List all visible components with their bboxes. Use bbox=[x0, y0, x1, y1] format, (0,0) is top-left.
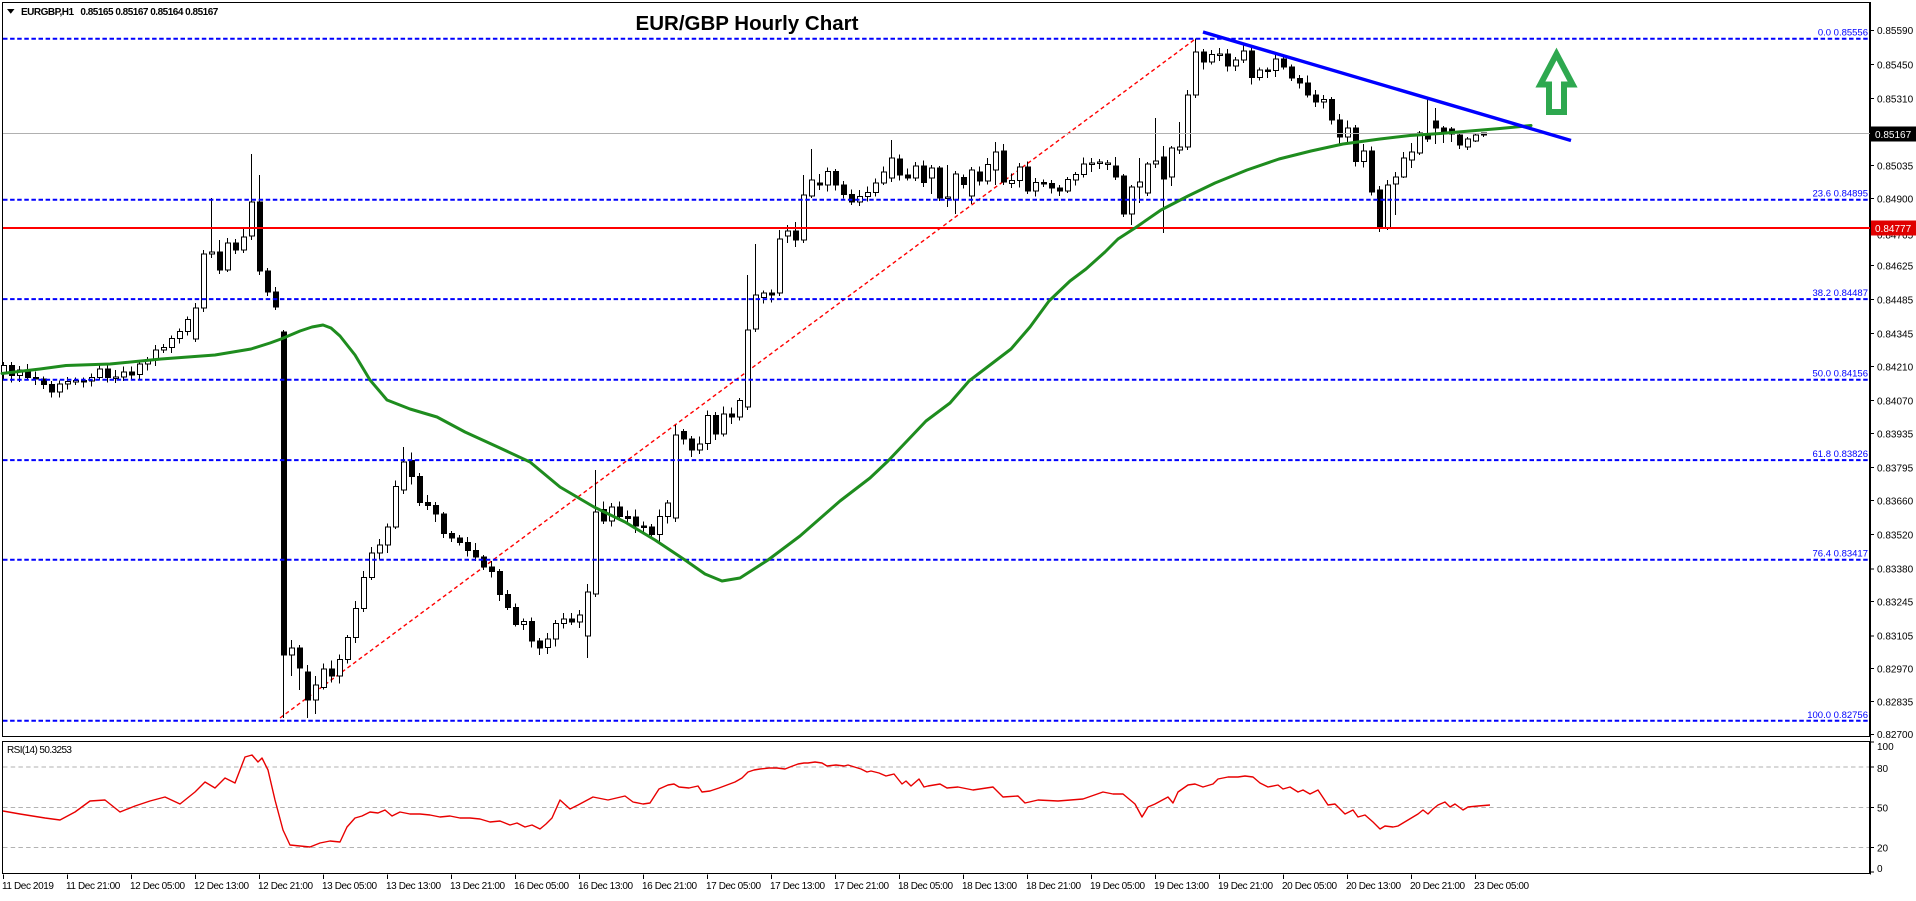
svg-text:0.84345: 0.84345 bbox=[1877, 330, 1914, 341]
svg-text:50: 50 bbox=[1877, 803, 1889, 814]
svg-text:0: 0 bbox=[1877, 864, 1883, 875]
svg-text:0.83245: 0.83245 bbox=[1877, 598, 1914, 609]
svg-text:0.84485: 0.84485 bbox=[1877, 295, 1914, 306]
svg-text:20: 20 bbox=[1877, 843, 1889, 854]
svg-text:76.4 0.83417: 76.4 0.83417 bbox=[1813, 549, 1868, 560]
svg-text:0.85310: 0.85310 bbox=[1877, 94, 1914, 105]
svg-text:23 Dec 05:00: 23 Dec 05:00 bbox=[1474, 881, 1530, 892]
svg-text:EURGBP,H1 0.85165 0.85167 0.: EURGBP,H1 0.85165 0.85167 0.85164 0.8516… bbox=[21, 7, 219, 18]
svg-text:13 Dec 05:00: 13 Dec 05:00 bbox=[322, 881, 378, 892]
svg-text:100: 100 bbox=[1877, 742, 1894, 753]
svg-text:0.82835: 0.82835 bbox=[1877, 697, 1914, 708]
svg-text:19 Dec 05:00: 19 Dec 05:00 bbox=[1090, 881, 1146, 892]
svg-text:20 Dec 13:00: 20 Dec 13:00 bbox=[1346, 881, 1402, 892]
svg-text:18 Dec 21:00: 18 Dec 21:00 bbox=[1026, 881, 1082, 892]
svg-text:0.83380: 0.83380 bbox=[1877, 565, 1914, 576]
svg-text:0.82700: 0.82700 bbox=[1877, 730, 1914, 741]
svg-text:18 Dec 13:00: 18 Dec 13:00 bbox=[962, 881, 1018, 892]
svg-text:11 Dec 2019: 11 Dec 2019 bbox=[2, 881, 54, 892]
svg-text:0.83520: 0.83520 bbox=[1877, 531, 1914, 542]
svg-text:23.6 0.84895: 23.6 0.84895 bbox=[1813, 189, 1868, 200]
svg-text:11 Dec 21:00: 11 Dec 21:00 bbox=[66, 881, 121, 892]
svg-text:61.8 0.83826: 61.8 0.83826 bbox=[1813, 449, 1868, 460]
svg-text:17 Dec 21:00: 17 Dec 21:00 bbox=[834, 881, 890, 892]
svg-text:16 Dec 13:00: 16 Dec 13:00 bbox=[578, 881, 634, 892]
svg-text:20 Dec 05:00: 20 Dec 05:00 bbox=[1282, 881, 1338, 892]
svg-text:0.85035: 0.85035 bbox=[1877, 161, 1914, 172]
svg-text:0.84210: 0.84210 bbox=[1877, 362, 1914, 373]
svg-text:16 Dec 05:00: 16 Dec 05:00 bbox=[514, 881, 570, 892]
svg-text:0.84070: 0.84070 bbox=[1877, 397, 1914, 408]
svg-text:13 Dec 13:00: 13 Dec 13:00 bbox=[386, 881, 442, 892]
svg-text:20 Dec 21:00: 20 Dec 21:00 bbox=[1410, 881, 1466, 892]
svg-text:13 Dec 21:00: 13 Dec 21:00 bbox=[450, 881, 506, 892]
svg-text:19 Dec 21:00: 19 Dec 21:00 bbox=[1218, 881, 1274, 892]
svg-text:RSI(14) 50.3253: RSI(14) 50.3253 bbox=[7, 745, 72, 756]
svg-text:17 Dec 13:00: 17 Dec 13:00 bbox=[770, 881, 826, 892]
svg-text:0.83105: 0.83105 bbox=[1877, 632, 1914, 643]
svg-text:12 Dec 21:00: 12 Dec 21:00 bbox=[258, 881, 314, 892]
svg-text:18 Dec 05:00: 18 Dec 05:00 bbox=[898, 881, 954, 892]
svg-text:50.0 0.84156: 50.0 0.84156 bbox=[1813, 369, 1868, 380]
svg-text:0.84625: 0.84625 bbox=[1877, 261, 1914, 272]
svg-text:80: 80 bbox=[1877, 764, 1889, 775]
svg-text:0.83935: 0.83935 bbox=[1877, 429, 1914, 440]
svg-text:12 Dec 05:00: 12 Dec 05:00 bbox=[130, 881, 186, 892]
svg-text:0.83660: 0.83660 bbox=[1877, 496, 1914, 507]
svg-text:19 Dec 13:00: 19 Dec 13:00 bbox=[1154, 881, 1210, 892]
svg-text:EUR/GBP Hourly Chart: EUR/GBP Hourly Chart bbox=[636, 12, 859, 35]
svg-text:17 Dec 05:00: 17 Dec 05:00 bbox=[706, 881, 762, 892]
svg-text:38.2 0.84487: 38.2 0.84487 bbox=[1813, 288, 1868, 299]
svg-text:100.0 0.82756: 100.0 0.82756 bbox=[1807, 710, 1868, 721]
svg-text:0.83795: 0.83795 bbox=[1877, 464, 1914, 475]
svg-text:0.85590: 0.85590 bbox=[1877, 26, 1914, 37]
svg-text:16 Dec 21:00: 16 Dec 21:00 bbox=[642, 881, 698, 892]
svg-text:0.0 0.85556: 0.0 0.85556 bbox=[1818, 28, 1868, 39]
svg-text:0.85167: 0.85167 bbox=[1875, 130, 1912, 141]
svg-text:0.84765: 0.84765 bbox=[1877, 231, 1914, 242]
svg-text:0.82970: 0.82970 bbox=[1877, 665, 1914, 676]
svg-text:0.85450: 0.85450 bbox=[1877, 60, 1914, 71]
svg-text:12 Dec 13:00: 12 Dec 13:00 bbox=[194, 881, 250, 892]
svg-text:0.84777: 0.84777 bbox=[1875, 224, 1912, 235]
svg-text:0.84900: 0.84900 bbox=[1877, 194, 1914, 205]
